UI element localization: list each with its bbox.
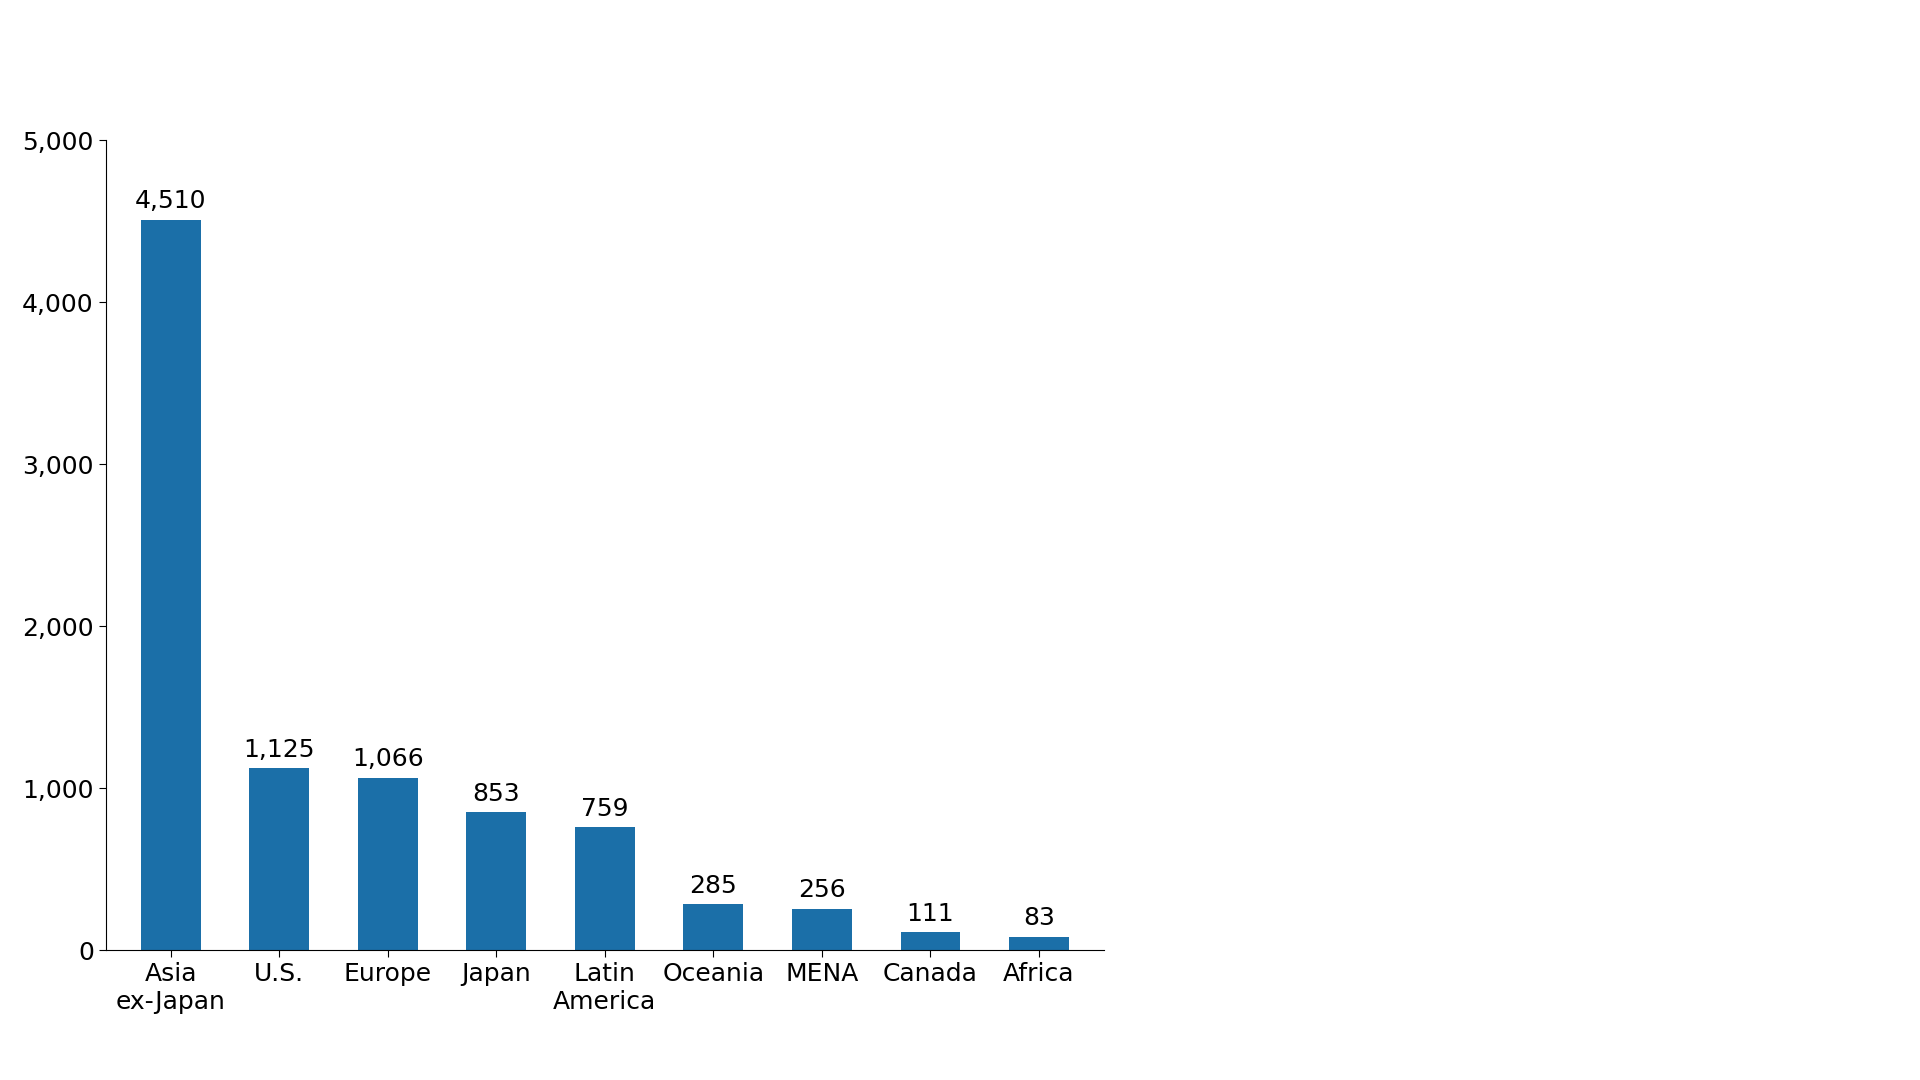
Text: 83: 83: [1023, 906, 1054, 931]
Bar: [1010, 937, 1069, 950]
Bar: [140, 219, 200, 950]
Text: 1,066: 1,066: [351, 747, 424, 771]
Text: 256: 256: [799, 878, 845, 903]
Text: 853: 853: [472, 782, 520, 806]
Text: 4,510: 4,510: [134, 189, 207, 213]
Bar: [467, 812, 526, 950]
Bar: [250, 768, 309, 950]
Text: 285: 285: [689, 874, 737, 897]
Bar: [684, 904, 743, 950]
Text: 111: 111: [906, 902, 954, 926]
Bar: [900, 932, 960, 950]
Bar: [357, 778, 419, 950]
Bar: [574, 827, 636, 950]
Text: 759: 759: [582, 797, 628, 821]
Bar: [793, 909, 852, 950]
Text: 1,125: 1,125: [244, 738, 315, 761]
